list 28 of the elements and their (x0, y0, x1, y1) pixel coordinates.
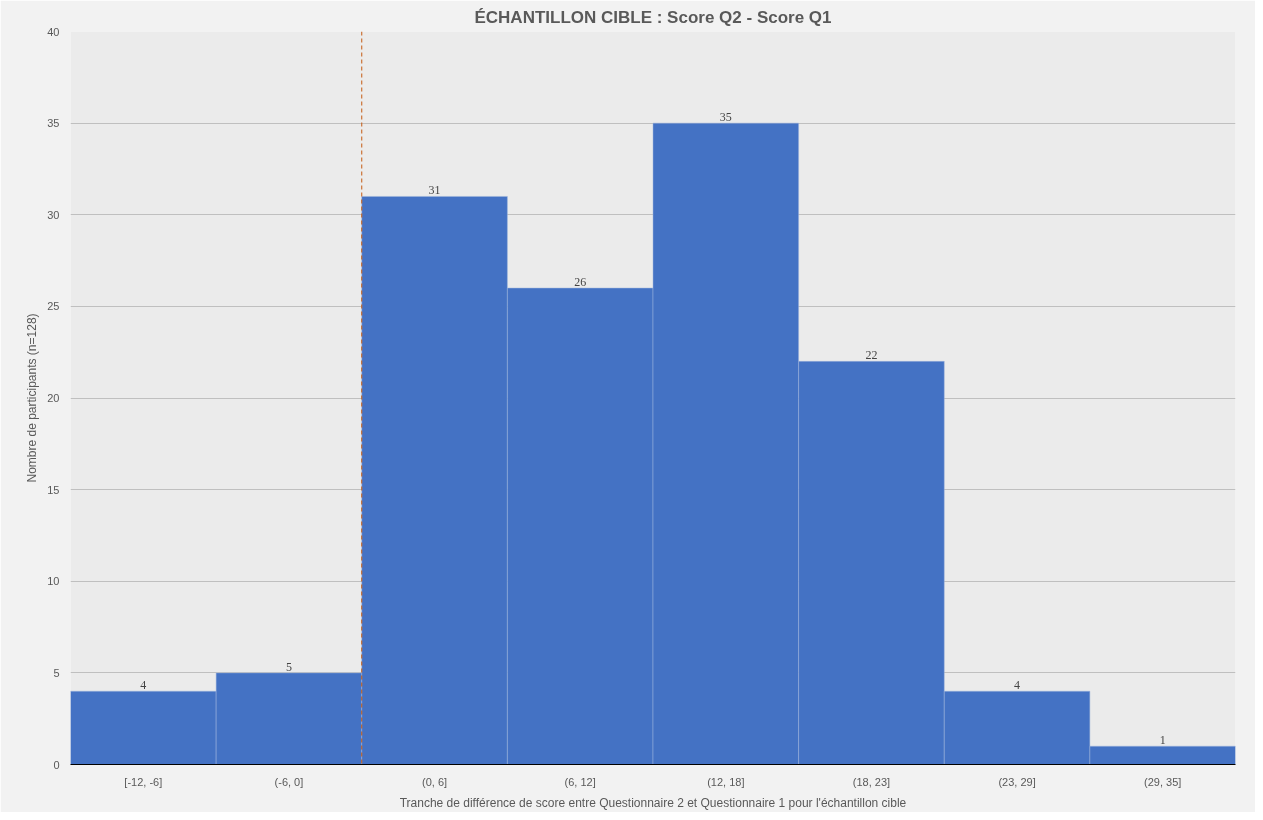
y-tick-label: 40 (47, 25, 60, 38)
y-tick-label: 20 (47, 392, 60, 404)
y-tick-label: 0 (53, 758, 60, 771)
y-tick-label: 30 (47, 208, 60, 221)
data-label: 1 (1159, 733, 1166, 748)
x-tick-label: (0, 6] (422, 775, 448, 788)
data-label: 4 (1014, 678, 1021, 693)
x-axis-title: Tranche de différence de score entre Questionnaire 2 et Questionnaire 1 pour l'échantillon cible (399, 795, 907, 810)
y-tick-label: 35 (47, 117, 60, 130)
chart-title: ÉCHANTILLON CIBLE : Score Q2 - Score Q1 (474, 7, 832, 27)
y-tick-label: 25 (47, 300, 60, 313)
data-label: 5 (285, 659, 292, 674)
y-tick-label: 15 (47, 483, 60, 496)
x-tick-label: (-6, 0] (274, 775, 304, 788)
x-tick-label: (18, 23] (852, 775, 891, 788)
x-tick-label: (29, 35] (1144, 775, 1182, 788)
x-tick-label: (23, 29] (998, 775, 1036, 788)
x-tick-label: (12, 18] (707, 775, 745, 788)
y-axis-title: Nombre de participants (n=128) (25, 313, 40, 483)
x-tick-label: [-12, -6] (124, 775, 163, 788)
y-tick-label: 10 (47, 575, 60, 588)
data-label: 31 (428, 183, 441, 198)
x-tick-label: (6, 12] (564, 775, 596, 788)
data-label: 26 (574, 275, 587, 290)
data-label: 4 (140, 678, 147, 693)
data-label: 22 (865, 348, 878, 363)
data-label: 35 (719, 110, 732, 125)
y-tick-label: 5 (53, 666, 60, 679)
